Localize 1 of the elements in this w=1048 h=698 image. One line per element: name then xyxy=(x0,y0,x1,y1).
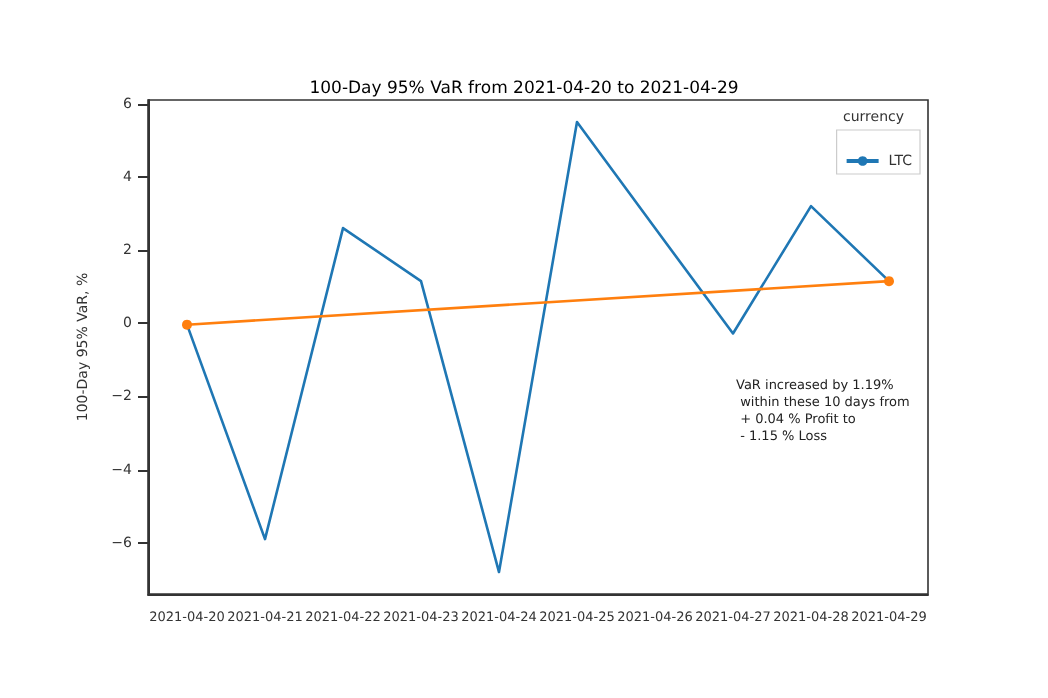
chart-title: 100-Day 95% VaR from 2021-04-20 to 2021-04-29 xyxy=(309,79,739,99)
